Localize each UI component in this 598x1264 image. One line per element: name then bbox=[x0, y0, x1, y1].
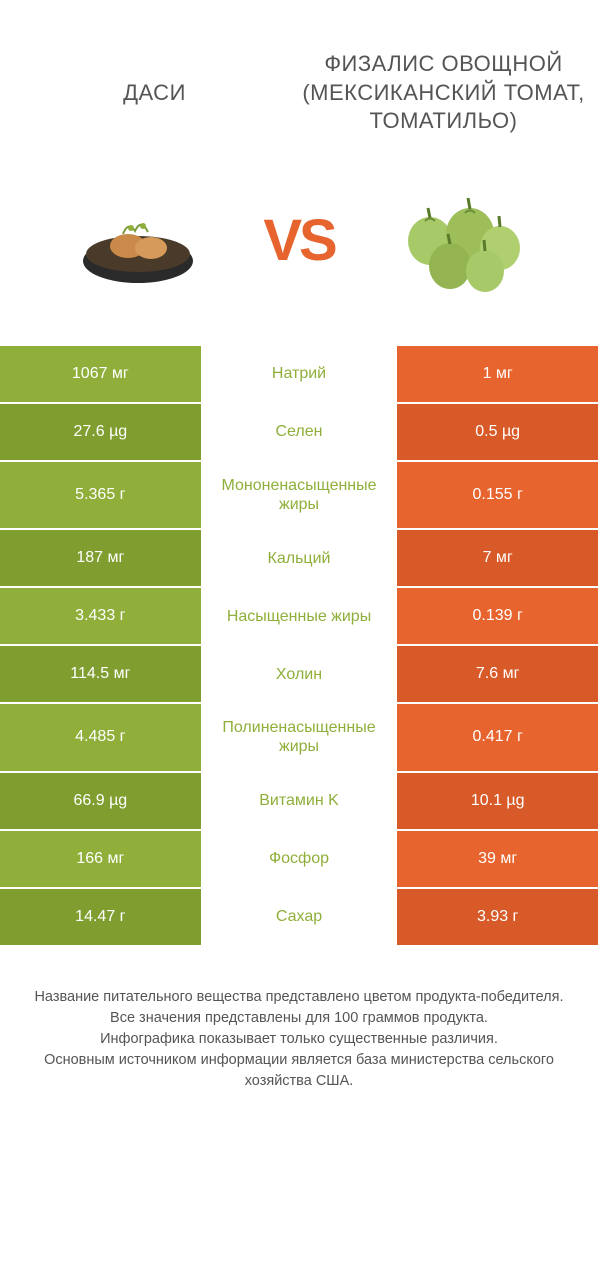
nutrient-label: Насыщенные жиры bbox=[201, 588, 398, 644]
value-right: 3.93 г bbox=[397, 889, 598, 945]
table-row: 27.6 µgСелен0.5 µg bbox=[0, 404, 598, 462]
value-right: 0.155 г bbox=[397, 462, 598, 528]
value-right: 0.5 µg bbox=[397, 404, 598, 460]
value-left: 4.485 г bbox=[0, 704, 201, 770]
header-right: ФИЗАЛИС ОВОЩНОЙ (МЕКСИКАНСКИЙ ТОМАТ, ТОМ… bbox=[299, 50, 588, 136]
table-row: 187 мгКальций7 мг bbox=[0, 530, 598, 588]
nutrient-label: Фосфор bbox=[201, 831, 398, 887]
value-left: 187 мг bbox=[0, 530, 201, 586]
nutrient-label: Сахар bbox=[201, 889, 398, 945]
value-right: 7 мг bbox=[397, 530, 598, 586]
table-row: 1067 мгНатрий1 мг bbox=[0, 346, 598, 404]
footnote-text: Название питательного вещества представл… bbox=[0, 947, 598, 1112]
footnote-line: Все значения представлены для 100 граммо… bbox=[20, 1008, 578, 1029]
value-right: 7.6 мг bbox=[397, 646, 598, 702]
nutrient-label: Селен bbox=[201, 404, 398, 460]
footnote-line: Название питательного вещества представл… bbox=[20, 987, 578, 1008]
value-left: 166 мг bbox=[0, 831, 201, 887]
nutrient-label: Кальций bbox=[201, 530, 398, 586]
tomatillo-icon bbox=[385, 186, 535, 296]
nutrient-label: Витамин K bbox=[201, 773, 398, 829]
header-left: ДАСИ bbox=[10, 79, 299, 108]
nutrient-label: Мононенасыщенные жиры bbox=[201, 462, 398, 528]
table-row: 114.5 мгХолин7.6 мг bbox=[0, 646, 598, 704]
infographic-container: ДАСИ ФИЗАЛИС ОВОЩНОЙ (МЕКСИКАНСКИЙ ТОМАТ… bbox=[0, 0, 598, 1112]
vs-label: VS bbox=[255, 207, 342, 274]
table-row: 66.9 µgВитамин K10.1 µg bbox=[0, 773, 598, 831]
value-left: 27.6 µg bbox=[0, 404, 201, 460]
value-left: 5.365 г bbox=[0, 462, 201, 528]
value-left: 66.9 µg bbox=[0, 773, 201, 829]
value-right: 10.1 µg bbox=[397, 773, 598, 829]
value-left: 14.47 г bbox=[0, 889, 201, 945]
nutrient-label: Полиненасыщенные жиры bbox=[201, 704, 398, 770]
value-right: 39 мг bbox=[397, 831, 598, 887]
table-row: 166 мгФосфор39 мг bbox=[0, 831, 598, 889]
table-row: 5.365 гМононенасыщенные жиры0.155 г bbox=[0, 462, 598, 530]
food-image-right bbox=[343, 186, 578, 296]
value-right: 1 мг bbox=[397, 346, 598, 402]
nutrient-label: Натрий bbox=[201, 346, 398, 402]
table-row: 4.485 гПолиненасыщенные жиры0.417 г bbox=[0, 704, 598, 772]
value-left: 114.5 мг bbox=[0, 646, 201, 702]
header-row: ДАСИ ФИЗАЛИС ОВОЩНОЙ (МЕКСИКАНСКИЙ ТОМАТ… bbox=[0, 0, 598, 156]
value-right: 0.139 г bbox=[397, 588, 598, 644]
table-row: 14.47 гСахар3.93 г bbox=[0, 889, 598, 947]
food-image-left bbox=[20, 186, 255, 296]
value-right: 0.417 г bbox=[397, 704, 598, 770]
images-row: VS bbox=[0, 156, 598, 346]
value-left: 3.433 г bbox=[0, 588, 201, 644]
nutrient-label: Холин bbox=[201, 646, 398, 702]
footnote-line: Инфографика показывает только существенн… bbox=[20, 1029, 578, 1050]
value-left: 1067 мг bbox=[0, 346, 201, 402]
comparison-table: 1067 мгНатрий1 мг27.6 µgСелен0.5 µg5.365… bbox=[0, 346, 598, 947]
footnote-line: Основным источником информации является … bbox=[20, 1050, 578, 1092]
dashi-bowl-icon bbox=[63, 186, 213, 296]
table-row: 3.433 гНасыщенные жиры0.139 г bbox=[0, 588, 598, 646]
